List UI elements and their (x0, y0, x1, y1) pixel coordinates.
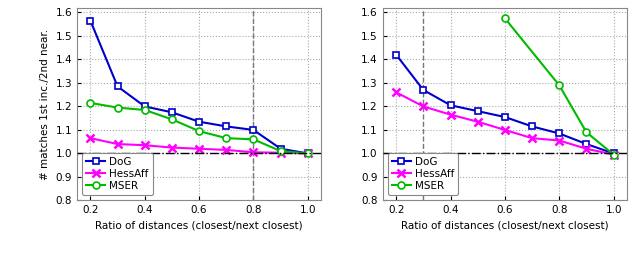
DoG (528, 125, 536, 128)
HessAff (223, 148, 230, 151)
DoG (114, 85, 122, 88)
DoG (168, 111, 176, 114)
MSER (304, 152, 312, 155)
MSER (168, 118, 176, 121)
DoG (195, 120, 203, 123)
MSER (556, 84, 563, 87)
MSER (250, 138, 257, 141)
DoG (556, 132, 563, 135)
Legend: DoG, HessAff, MSER: DoG, HessAff, MSER (388, 153, 458, 195)
MSER (277, 150, 285, 153)
Legend: DoG, HessAff, MSER: DoG, HessAff, MSER (82, 153, 152, 195)
DoG (447, 104, 454, 107)
HessAff (556, 139, 563, 142)
HessAff (250, 151, 257, 154)
DoG (223, 125, 230, 128)
HessAff (419, 105, 427, 108)
MSER (195, 130, 203, 133)
DoG (250, 128, 257, 132)
MSER (610, 153, 618, 156)
HessAff (304, 152, 312, 155)
DoG (277, 147, 285, 150)
HessAff (168, 146, 176, 149)
X-axis label: Ratio of distances (closest/next closest): Ratio of distances (closest/next closest… (95, 221, 303, 231)
MSER (501, 17, 509, 20)
DoG (304, 152, 312, 155)
DoG (610, 152, 618, 155)
X-axis label: Ratio of distances (closest/next closest): Ratio of distances (closest/next closest… (401, 221, 609, 231)
Line: MSER: MSER (501, 15, 617, 158)
HessAff (582, 147, 590, 150)
HessAff (195, 147, 203, 150)
HessAff (141, 144, 148, 147)
Line: HessAff: HessAff (86, 134, 312, 158)
HessAff (447, 113, 454, 116)
HessAff (501, 128, 509, 132)
MSER (223, 137, 230, 140)
DoG (419, 88, 427, 91)
HessAff (114, 142, 122, 145)
DoG (141, 105, 148, 108)
MSER (86, 101, 94, 104)
Line: DoG: DoG (393, 52, 617, 157)
DoG (582, 142, 590, 145)
Y-axis label: # matches 1st inc./2nd near.: # matches 1st inc./2nd near. (40, 29, 50, 180)
Line: HessAff: HessAff (392, 88, 618, 159)
HessAff (392, 91, 400, 94)
HessAff (277, 151, 285, 154)
DoG (86, 19, 94, 22)
DoG (501, 115, 509, 118)
HessAff (86, 137, 94, 140)
HessAff (528, 137, 536, 140)
DoG (392, 53, 400, 56)
MSER (114, 106, 122, 109)
MSER (582, 131, 590, 134)
Line: MSER: MSER (87, 99, 311, 157)
Line: DoG: DoG (87, 17, 311, 157)
HessAff (474, 120, 481, 123)
MSER (141, 108, 148, 112)
HessAff (610, 153, 618, 156)
DoG (474, 109, 481, 113)
